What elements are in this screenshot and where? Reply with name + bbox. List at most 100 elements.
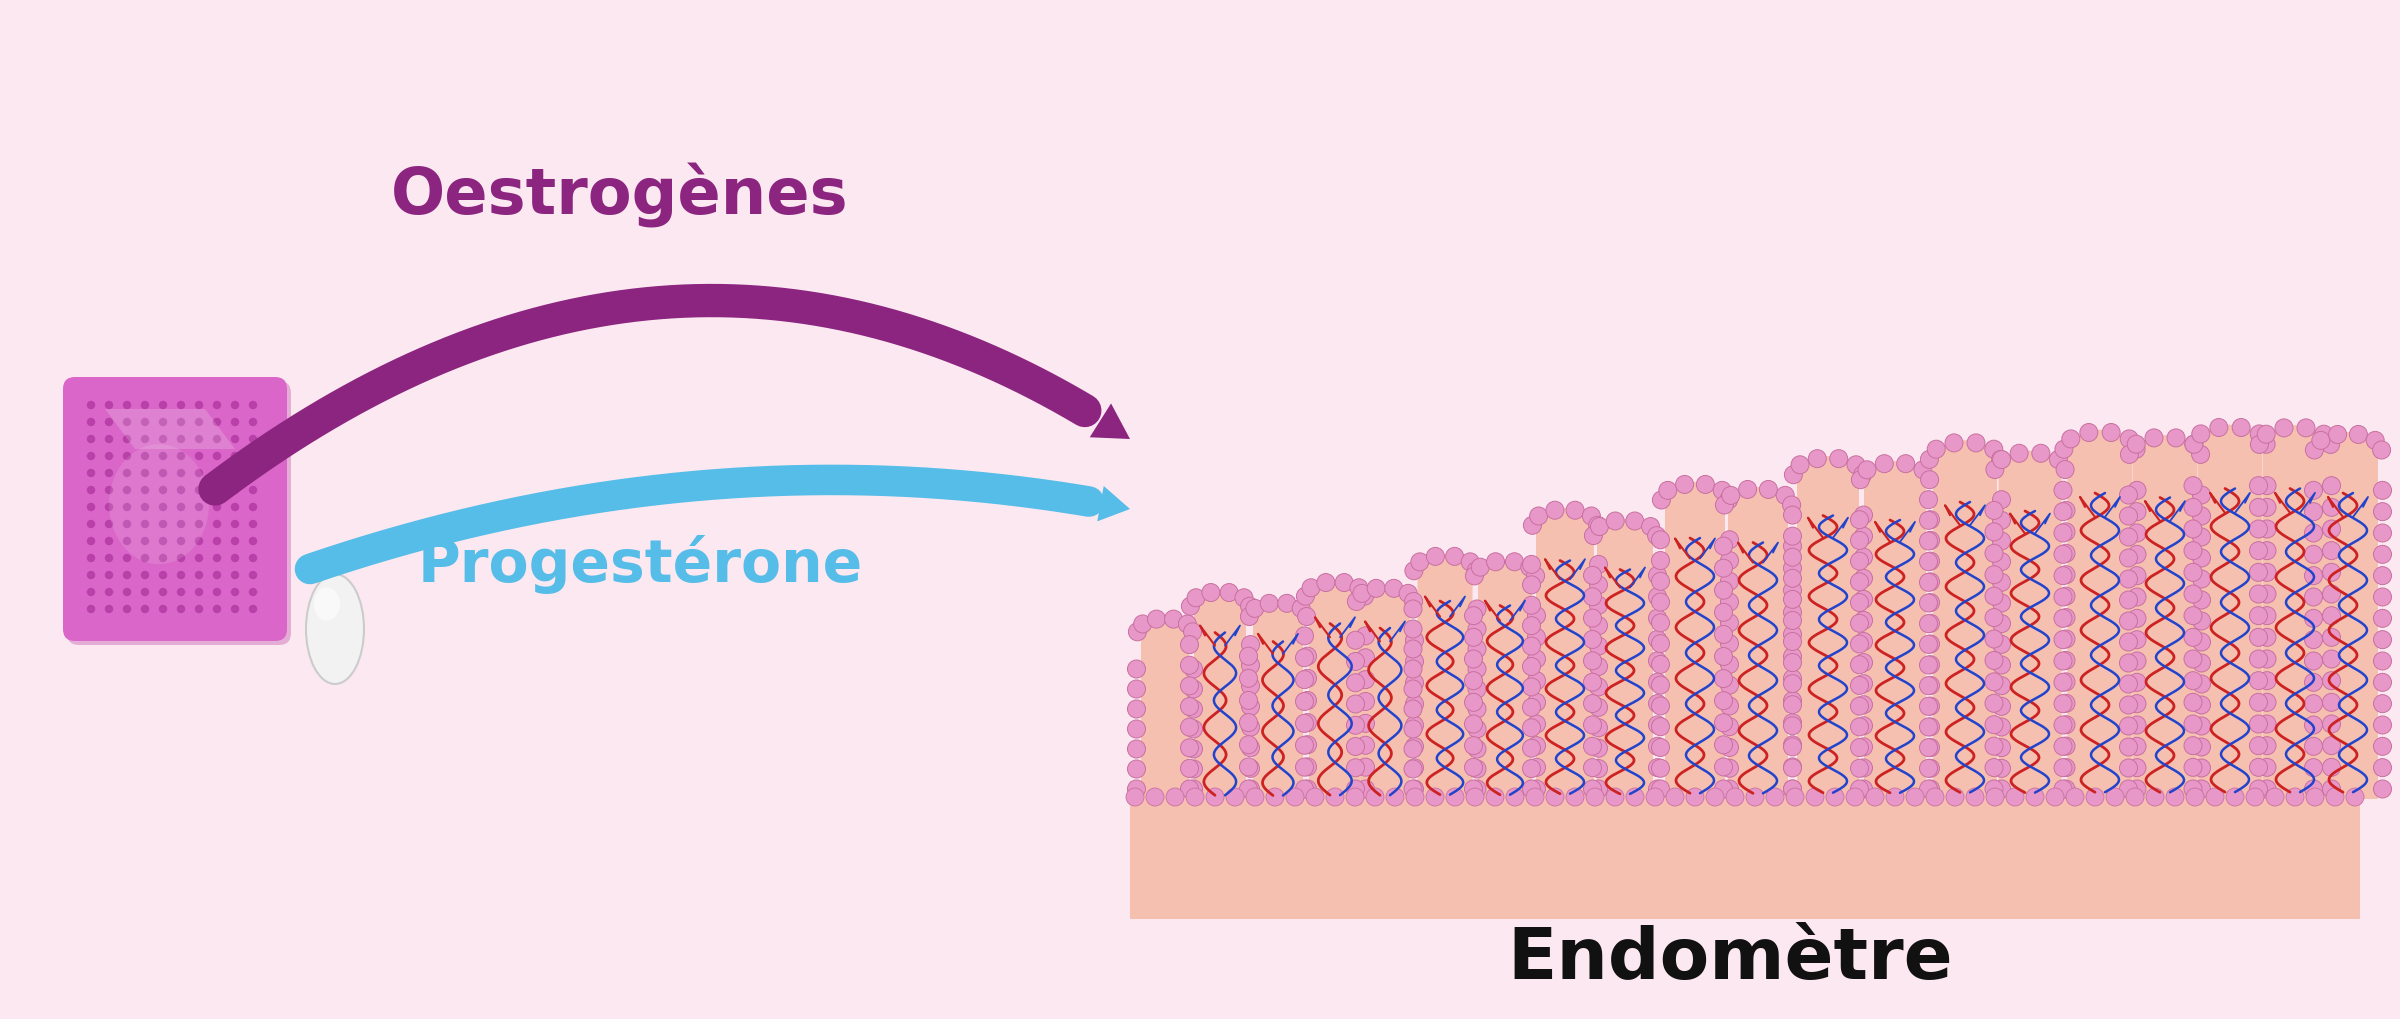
- Circle shape: [1567, 789, 1584, 806]
- Circle shape: [1675, 476, 1694, 494]
- Circle shape: [1946, 789, 1963, 806]
- Circle shape: [1714, 736, 1733, 754]
- Circle shape: [1807, 789, 1824, 806]
- Circle shape: [2323, 629, 2340, 647]
- Circle shape: [1147, 610, 1166, 629]
- Circle shape: [1992, 636, 2011, 654]
- Circle shape: [1783, 717, 1802, 735]
- Circle shape: [1546, 501, 1565, 520]
- Circle shape: [1404, 660, 1421, 679]
- Circle shape: [1589, 719, 1608, 737]
- Circle shape: [1783, 591, 1802, 608]
- Circle shape: [178, 572, 185, 579]
- Circle shape: [2258, 694, 2275, 711]
- Circle shape: [1238, 736, 1258, 754]
- Circle shape: [1238, 692, 1258, 709]
- Circle shape: [158, 572, 166, 579]
- Circle shape: [1267, 789, 1284, 806]
- Circle shape: [106, 419, 113, 426]
- Circle shape: [1356, 588, 1373, 605]
- Circle shape: [2374, 441, 2390, 460]
- Circle shape: [1714, 603, 1733, 622]
- Circle shape: [2054, 674, 2071, 692]
- Circle shape: [1346, 632, 1366, 650]
- Circle shape: [1783, 648, 1802, 665]
- Circle shape: [2297, 420, 2316, 437]
- Circle shape: [1850, 574, 1870, 591]
- Circle shape: [122, 487, 130, 494]
- Circle shape: [106, 453, 113, 460]
- Polygon shape: [1097, 486, 1130, 522]
- Circle shape: [1298, 758, 1318, 776]
- Circle shape: [1855, 696, 1872, 714]
- Circle shape: [2184, 694, 2203, 711]
- Ellipse shape: [108, 444, 209, 565]
- Text: Progestérone: Progestérone: [418, 535, 862, 594]
- Circle shape: [2251, 436, 2268, 453]
- Circle shape: [2304, 588, 2323, 606]
- Circle shape: [1651, 697, 1670, 715]
- Circle shape: [1464, 672, 1483, 690]
- Circle shape: [1486, 553, 1505, 572]
- Circle shape: [1526, 568, 1546, 585]
- Circle shape: [1855, 781, 1872, 798]
- Circle shape: [1128, 700, 1145, 718]
- Circle shape: [1651, 573, 1670, 591]
- Circle shape: [2184, 436, 2203, 453]
- Circle shape: [1651, 552, 1670, 570]
- Circle shape: [2184, 542, 2203, 560]
- Text: Oestrogènes: Oestrogènes: [391, 162, 850, 227]
- Circle shape: [214, 589, 221, 596]
- Circle shape: [2119, 696, 2138, 714]
- Circle shape: [250, 606, 257, 612]
- Circle shape: [1721, 531, 1738, 549]
- Circle shape: [1584, 609, 1601, 628]
- Circle shape: [1186, 700, 1202, 718]
- Polygon shape: [1253, 602, 1303, 799]
- Circle shape: [1649, 674, 1666, 692]
- Circle shape: [1992, 451, 2009, 469]
- Circle shape: [142, 403, 149, 409]
- Circle shape: [1296, 693, 1313, 711]
- Circle shape: [2323, 607, 2340, 625]
- Circle shape: [1404, 740, 1421, 758]
- Circle shape: [1747, 789, 1764, 806]
- Circle shape: [1181, 656, 1198, 675]
- Circle shape: [1346, 653, 1366, 671]
- Circle shape: [1406, 789, 1423, 806]
- Circle shape: [1855, 675, 1872, 693]
- Circle shape: [230, 487, 238, 494]
- Circle shape: [1714, 714, 1733, 732]
- Circle shape: [1469, 660, 1486, 679]
- Polygon shape: [1140, 618, 1188, 799]
- Circle shape: [2045, 789, 2064, 806]
- Circle shape: [2129, 503, 2146, 521]
- Circle shape: [86, 403, 94, 409]
- Circle shape: [1850, 739, 1870, 757]
- Circle shape: [2184, 499, 2203, 517]
- Circle shape: [1526, 758, 1546, 776]
- Circle shape: [2146, 429, 2162, 447]
- Circle shape: [2304, 631, 2323, 649]
- Circle shape: [1714, 692, 1733, 710]
- Polygon shape: [1932, 441, 1997, 799]
- Circle shape: [1241, 759, 1260, 777]
- Circle shape: [1404, 681, 1421, 698]
- Circle shape: [2119, 571, 2138, 588]
- Circle shape: [1738, 481, 1757, 499]
- Circle shape: [1188, 589, 1205, 607]
- Circle shape: [1126, 789, 1145, 806]
- Circle shape: [2054, 609, 2071, 628]
- Circle shape: [2011, 445, 2028, 463]
- Circle shape: [1526, 650, 1546, 668]
- Circle shape: [2256, 426, 2275, 443]
- Polygon shape: [1865, 462, 1927, 799]
- Circle shape: [158, 521, 166, 528]
- Circle shape: [1334, 574, 1354, 592]
- Circle shape: [1649, 759, 1666, 776]
- Circle shape: [158, 453, 166, 460]
- Circle shape: [1992, 574, 2011, 592]
- Circle shape: [142, 436, 149, 443]
- Circle shape: [194, 555, 202, 561]
- Circle shape: [1462, 553, 1478, 572]
